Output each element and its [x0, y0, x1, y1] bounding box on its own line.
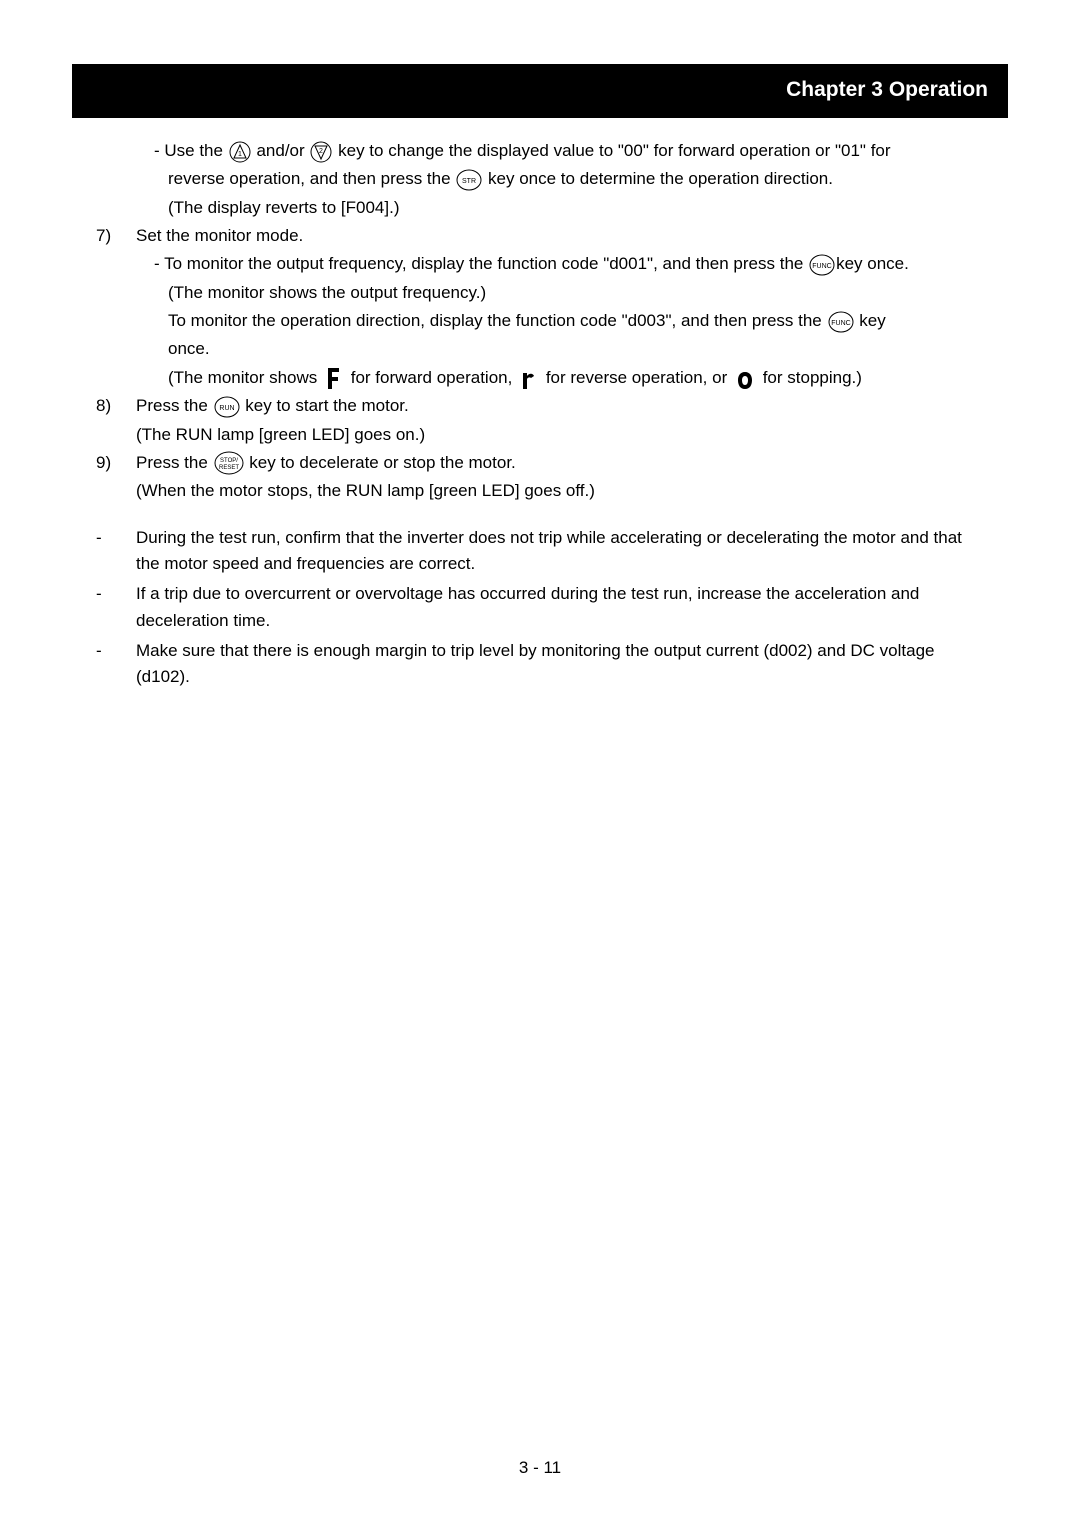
key-label: STR [462, 178, 476, 185]
text: To monitor the operation direction, disp… [168, 308, 984, 334]
text-part: key once to determine the operation dire… [488, 169, 833, 188]
step-text: Set the monitor mode. [136, 223, 984, 249]
text-part: and/or [256, 141, 304, 160]
note-text: During the test run, confirm that the in… [136, 525, 984, 578]
text-part: for reverse operation, or [546, 368, 727, 387]
stop-reset-key-icon: STOP/ RESET [214, 451, 244, 475]
text-part: key to start the motor. [245, 396, 408, 415]
chapter-title: Chapter 3 Operation [786, 78, 988, 102]
segment-r-icon [520, 365, 538, 391]
chapter-header-bar: Chapter 3 Operation [72, 64, 1008, 118]
note-2: - If a trip due to overcurrent or overvo… [96, 581, 984, 634]
note-text: Make sure that there is enough margin to… [136, 638, 984, 691]
text: once. [168, 336, 984, 362]
step-9: 9) Press the STOP/ RESET key to decelera… [96, 450, 984, 476]
text-part: Press the [136, 453, 208, 472]
page-container: Chapter 3 Operation - Use the 1 and/or [0, 0, 1080, 1528]
step-number: 9) [96, 450, 136, 476]
dash: - [96, 638, 136, 664]
key-label-1: STOP/ [220, 458, 238, 464]
step-9-paren: (When the motor stops, the RUN lamp [gre… [96, 478, 984, 504]
text-part: To monitor the operation direction, disp… [168, 311, 822, 330]
text: Press the RUN key to start the motor. [136, 393, 984, 419]
text: Press the STOP/ RESET key to decelerate … [136, 450, 984, 476]
page-number: 3 - 11 [0, 1458, 1080, 1478]
text: (The monitor shows the output frequency.… [168, 280, 984, 306]
text-part: for stopping.) [763, 368, 862, 387]
text-part: key once. [836, 254, 909, 273]
func-key-icon: FUNC [828, 311, 854, 333]
step-number: 8) [96, 393, 136, 419]
key-label: FUNC [812, 263, 831, 270]
text-part: reverse operation, and then press the [168, 169, 451, 188]
text-part: key [859, 311, 885, 330]
line-reverse: reverse operation, and then press the ST… [96, 166, 984, 192]
run-key-icon: RUN [214, 396, 240, 418]
key-label: RUN [219, 405, 234, 412]
text-part: - Use the [154, 141, 223, 160]
step-number: 7) [96, 223, 136, 249]
func-key-icon: FUNC [809, 254, 835, 276]
text-part: key to change the displayed value to "00… [338, 141, 890, 160]
note-1: - During the test run, confirm that the … [96, 525, 984, 578]
note-text: If a trip due to overcurrent or overvolt… [136, 581, 984, 634]
up-key-icon: 1 [229, 141, 251, 163]
step-7-sub2-once: once. [96, 336, 984, 362]
spacer [96, 507, 984, 525]
key-label: FUNC [831, 320, 850, 327]
dash: - [96, 525, 136, 551]
text: (The display reverts to [F004].) [168, 195, 984, 221]
dash: - [96, 581, 136, 607]
step-7-sub3: (The monitor shows for forward operation… [96, 365, 984, 392]
text: (When the motor stops, the RUN lamp [gre… [136, 478, 984, 504]
down-key-icon: 2 [310, 141, 332, 163]
text-part: - To monitor the output frequency, displ… [154, 254, 803, 273]
text-part: for forward operation, [351, 368, 513, 387]
text: reverse operation, and then press the ST… [168, 166, 984, 192]
segment-o-icon [735, 365, 755, 391]
step-7-sub1: - To monitor the output frequency, displ… [96, 251, 984, 277]
note-3: - Make sure that there is enough margin … [96, 638, 984, 691]
text: - Use the 1 and/or 2 key to [154, 138, 984, 164]
key-label: 2 [319, 148, 323, 155]
key-label: 1 [238, 151, 242, 158]
text: - To monitor the output frequency, displ… [154, 251, 984, 277]
step-7-sub1-paren: (The monitor shows the output frequency.… [96, 280, 984, 306]
line-use-keys: - Use the 1 and/or 2 key to [96, 138, 984, 164]
body-content: - Use the 1 and/or 2 key to [72, 138, 1008, 691]
text: (The monitor shows for forward operation… [168, 365, 984, 392]
line-display-reverts: (The display reverts to [F004].) [96, 195, 984, 221]
text-part: (The monitor shows [168, 368, 317, 387]
text-part: key to decelerate or stop the motor. [249, 453, 515, 472]
step-8: 8) Press the RUN key to start the motor. [96, 393, 984, 419]
str-key-icon: STR [456, 169, 482, 191]
segment-f-icon [325, 365, 343, 391]
text: (The RUN lamp [green LED] goes on.) [136, 422, 984, 448]
text-part: Press the [136, 396, 208, 415]
key-label-2: RESET [219, 465, 239, 471]
step-8-paren: (The RUN lamp [green LED] goes on.) [96, 422, 984, 448]
step-7: 7) Set the monitor mode. [96, 223, 984, 249]
step-7-sub2: To monitor the operation direction, disp… [96, 308, 984, 334]
